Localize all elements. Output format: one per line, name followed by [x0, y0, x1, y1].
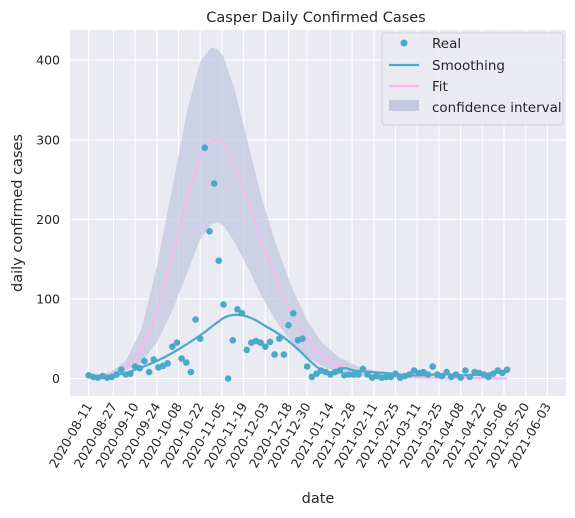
- real-point: [271, 351, 278, 358]
- real-point: [280, 351, 288, 358]
- real-point: [443, 368, 451, 376]
- real-point: [220, 301, 227, 308]
- chart-title: Casper Daily Confirmed Cases: [206, 10, 425, 26]
- legend-fit-label: Fit: [432, 79, 448, 95]
- real-point: [145, 368, 153, 376]
- real-point: [276, 335, 283, 343]
- real-point: [113, 371, 120, 378]
- real-point: [117, 366, 125, 374]
- real-point: [457, 374, 464, 382]
- y-axis-label: daily confirmed cases: [10, 134, 26, 292]
- real-point: [382, 373, 390, 381]
- real-point: [466, 373, 474, 381]
- real-point: [392, 370, 399, 378]
- real-point: [345, 371, 353, 378]
- real-point: [485, 373, 492, 381]
- real-point: [489, 370, 497, 378]
- real-point: [164, 360, 171, 367]
- real-point: [238, 310, 246, 317]
- confidence-band-layer: [88, 47, 508, 379]
- real-point: [257, 339, 264, 347]
- real-point: [210, 180, 218, 187]
- real-point: [303, 363, 311, 370]
- real-point: [462, 367, 469, 374]
- y-tick-label: 0: [52, 371, 60, 386]
- real-points-layer: [85, 144, 511, 382]
- real-point: [355, 371, 362, 378]
- real-point: [169, 343, 176, 351]
- legend-real-marker: [400, 39, 408, 47]
- real-point: [285, 321, 292, 329]
- real-point: [350, 371, 358, 378]
- real-point: [201, 144, 209, 152]
- legend-box: [381, 32, 564, 126]
- y-tick-labels: 0 100 200 300 400: [36, 53, 60, 386]
- real-point: [429, 363, 437, 370]
- legend-real-label: Real: [432, 36, 461, 52]
- real-point: [192, 316, 199, 323]
- real-point: [127, 370, 134, 378]
- real-point: [215, 257, 223, 265]
- real-point: [452, 371, 460, 378]
- real-point: [266, 338, 274, 346]
- real-point: [336, 367, 344, 374]
- y-tick-label: 100: [36, 291, 60, 306]
- real-point: [229, 337, 237, 344]
- real-point: [178, 355, 185, 362]
- real-point: [359, 365, 367, 373]
- real-point: [243, 346, 250, 354]
- real-point: [187, 368, 195, 376]
- real-point: [234, 306, 241, 313]
- real-point: [136, 364, 144, 372]
- confidence-interval-band: [88, 47, 508, 379]
- legend: Real Smoothing Fit confidence interval: [381, 32, 564, 126]
- x-axis-label: date: [302, 491, 335, 507]
- real-point: [503, 366, 511, 374]
- y-tick-label: 300: [36, 132, 60, 147]
- y-tick-label: 200: [36, 212, 60, 227]
- real-point: [438, 372, 446, 380]
- real-point: [424, 371, 432, 378]
- real-point: [308, 373, 316, 381]
- legend-ci-swatch: [389, 100, 419, 111]
- x-tick-labels: 2020-08-112020-08-272020-09-102020-09-24…: [46, 400, 554, 470]
- legend-smoothing-label: Smoothing: [432, 58, 505, 74]
- real-point: [387, 373, 395, 381]
- real-point: [224, 375, 232, 382]
- real-point: [183, 359, 190, 366]
- legend-ci-label: confidence interval: [432, 100, 562, 116]
- real-point: [289, 310, 297, 317]
- real-point: [141, 357, 148, 365]
- real-point: [299, 335, 306, 343]
- y-tick-label: 400: [36, 53, 60, 68]
- real-point: [173, 339, 181, 347]
- real-point: [364, 371, 371, 378]
- real-point: [150, 356, 157, 363]
- real-point: [313, 370, 320, 378]
- real-point: [206, 228, 213, 235]
- real-point: [406, 371, 413, 378]
- real-point: [262, 343, 269, 351]
- real-point: [196, 335, 204, 343]
- real-point: [499, 369, 506, 377]
